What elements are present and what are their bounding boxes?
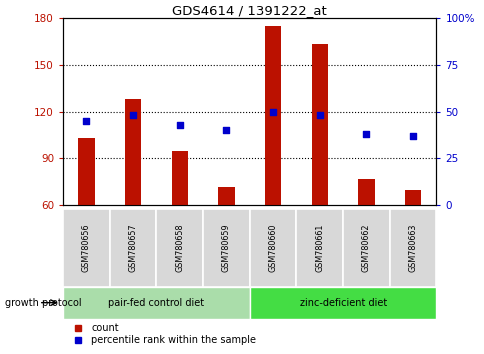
Legend: count, percentile rank within the sample: count, percentile rank within the sample xyxy=(68,324,256,346)
Bar xyxy=(296,209,342,287)
Bar xyxy=(203,209,249,287)
Point xyxy=(269,109,276,114)
Text: GSM780661: GSM780661 xyxy=(315,224,324,272)
Bar xyxy=(249,287,436,319)
Point xyxy=(362,131,370,137)
Point xyxy=(82,118,90,124)
Bar xyxy=(358,179,374,205)
Text: growth protocol: growth protocol xyxy=(5,298,81,308)
Bar xyxy=(264,25,281,205)
Point xyxy=(315,113,323,118)
Text: GSM780658: GSM780658 xyxy=(175,223,184,272)
Bar xyxy=(156,209,203,287)
Bar xyxy=(78,138,94,205)
Text: GSM780662: GSM780662 xyxy=(361,223,370,272)
Text: zinc-deficient diet: zinc-deficient diet xyxy=(299,298,386,308)
Bar xyxy=(389,209,436,287)
Point xyxy=(222,127,230,133)
Bar xyxy=(342,209,389,287)
Text: GSM780660: GSM780660 xyxy=(268,224,277,272)
Bar xyxy=(311,44,327,205)
Bar xyxy=(218,187,234,205)
Bar xyxy=(109,209,156,287)
Point xyxy=(176,122,183,127)
Text: pair-fed control diet: pair-fed control diet xyxy=(108,298,204,308)
Point xyxy=(408,133,416,139)
Bar xyxy=(404,190,421,205)
Text: GSM780657: GSM780657 xyxy=(128,223,137,272)
Text: GSM780659: GSM780659 xyxy=(222,223,230,272)
Bar xyxy=(171,150,187,205)
Point xyxy=(129,113,136,118)
Bar xyxy=(249,209,296,287)
Bar xyxy=(63,209,109,287)
Bar xyxy=(125,99,141,205)
Text: GSM780656: GSM780656 xyxy=(82,223,91,272)
Title: GDS4614 / 1391222_at: GDS4614 / 1391222_at xyxy=(172,4,327,17)
Text: GSM780663: GSM780663 xyxy=(408,224,417,272)
Bar xyxy=(63,287,249,319)
